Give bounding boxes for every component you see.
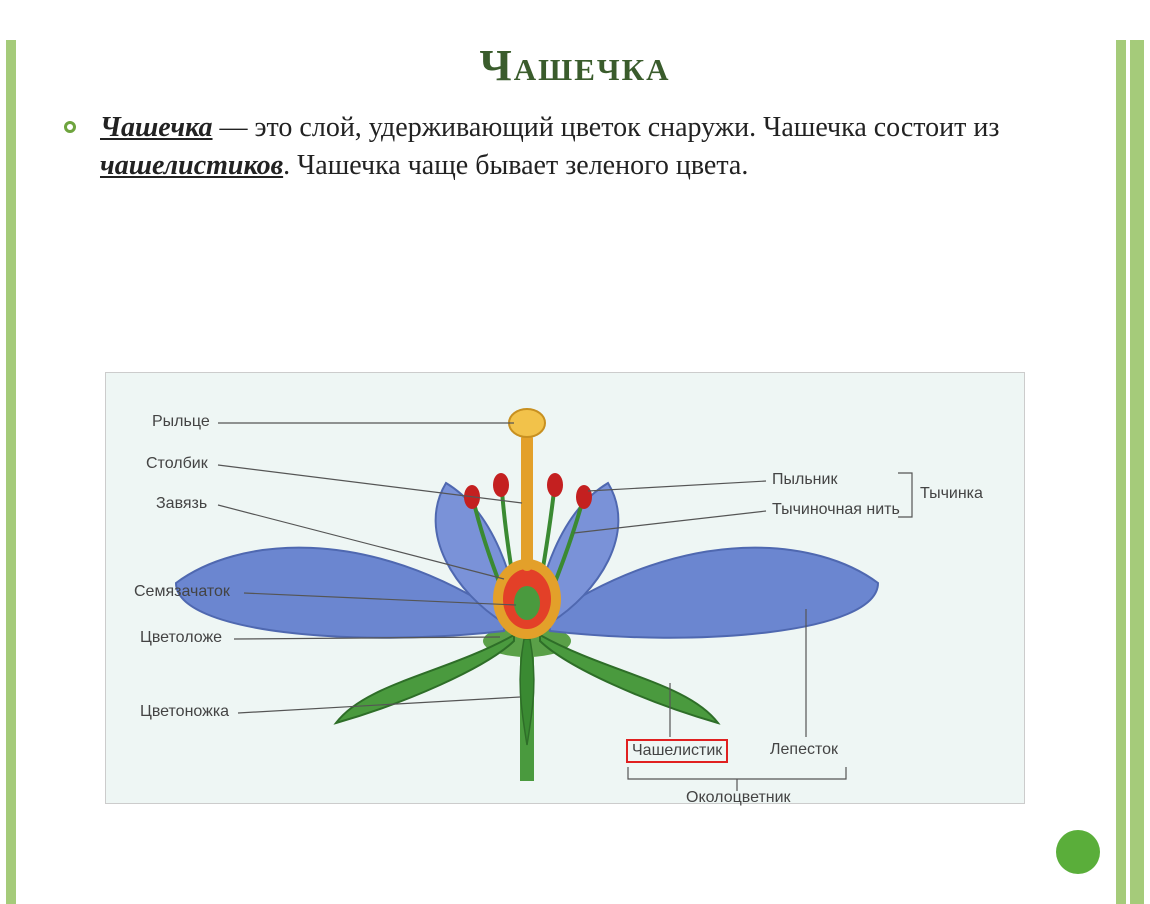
label-sepal: Чашелистик — [626, 739, 728, 763]
label-stigma: Рыльце — [152, 413, 210, 431]
label-stamen: Тычинка — [920, 485, 983, 503]
label-ovary: Завязь — [156, 495, 207, 513]
label-peduncle: Цветоножка — [140, 703, 229, 721]
decor-dot — [1056, 830, 1100, 874]
decor-bar-left — [6, 40, 16, 904]
label-filament: Тычиночная нить — [772, 501, 900, 519]
label-anther: Пыльник — [772, 471, 837, 489]
text-part1: — это слой, удерживающий цветок снаружи.… — [213, 112, 1000, 143]
label-petal: Лепесток — [770, 741, 838, 759]
term-main: Чашечка — [100, 112, 213, 143]
decor-bar-right-1 — [1116, 40, 1126, 904]
label-style: Столбик — [146, 455, 208, 473]
flower-diagram: Рыльце Столбик Завязь Семязачаток Цветол… — [105, 372, 1025, 804]
sepal-right — [540, 635, 718, 723]
page-title: Чашечка — [0, 40, 1150, 91]
label-perianth: Околоцветник — [686, 789, 791, 807]
label-ovule: Семязачаток — [134, 583, 230, 601]
flower-svg — [106, 373, 1026, 805]
sepal-left — [336, 635, 514, 723]
term-sub: чашелистиков — [100, 150, 283, 181]
decor-bar-right-2 — [1130, 40, 1144, 904]
label-receptacle: Цветоложе — [140, 629, 222, 647]
bullet-icon — [64, 121, 76, 133]
text-part2: . Чашечка чаще бывает зеленого цвета. — [283, 150, 748, 181]
definition-text: Чашечка — это слой, удерживающий цветок … — [100, 109, 1090, 185]
